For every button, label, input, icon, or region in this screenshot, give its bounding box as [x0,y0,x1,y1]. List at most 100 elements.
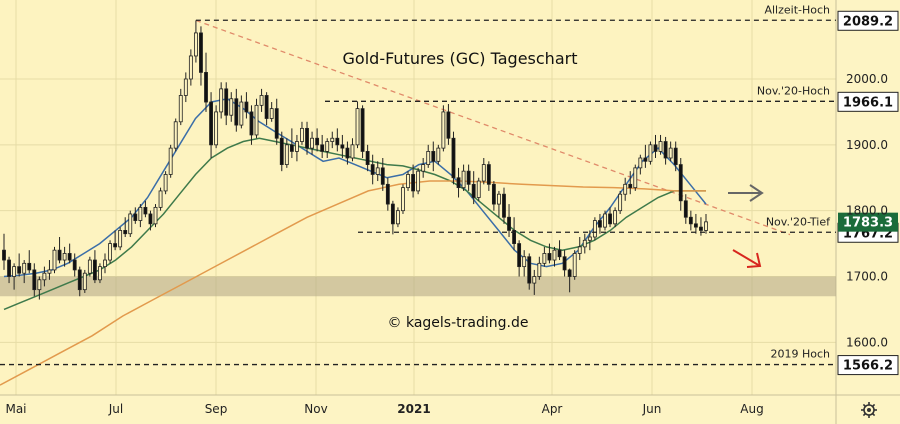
candle [401,187,405,212]
candle [295,141,299,152]
candle [673,147,678,165]
candle [481,164,486,182]
candle [199,32,203,73]
candle [385,183,390,205]
x-tick-label: Mai [5,402,26,416]
settings-gear-icon[interactable] [861,402,877,418]
candle [269,108,274,119]
candle [633,167,638,189]
candle [183,78,188,96]
candle [17,266,22,274]
candle [249,111,254,136]
candle [72,259,77,271]
ma-medium-line [3,137,706,311]
y-tick-label: 1600.0 [846,335,888,349]
candle [178,95,183,123]
candle [325,141,330,152]
candle [118,230,123,248]
candle [532,276,537,284]
candle [598,220,602,228]
candle [406,174,410,189]
y-tick-label: 1700.0 [846,270,888,284]
candle [380,167,385,185]
ma-slow-line [0,180,706,386]
candle [2,249,6,261]
candle [284,144,289,165]
x-tick-label: Apr [542,402,563,416]
candle [340,144,345,149]
candle [234,98,239,126]
candle [254,104,259,136]
candle [542,253,547,264]
candle [330,137,335,142]
sideways-arrow-head-icon [749,184,764,202]
x-tick-label: Jul [108,402,123,416]
candle [396,210,400,225]
candle [305,127,309,149]
candle [547,253,552,261]
candle [345,147,350,159]
candle [113,243,118,248]
candle [678,164,683,202]
candle [289,144,294,152]
level-price-label: 2089.2 [843,14,893,29]
candle [365,151,370,165]
chart-credit: © kagels-trading.de [388,315,529,331]
candle [628,183,633,189]
candle [57,249,62,261]
candle [320,144,325,152]
candle [426,151,431,165]
candle [491,183,496,205]
candle [264,95,269,119]
candle [279,137,284,165]
x-tick-label: Aug [740,402,763,416]
candle [471,183,476,198]
x-tick-label: Nov [304,402,327,416]
candle [623,183,628,195]
candle [214,111,219,146]
candle [517,243,522,268]
candle [133,213,138,221]
candle [158,190,163,208]
candle [507,216,511,231]
candle [618,193,623,212]
candle [411,174,415,192]
candle [42,272,47,281]
candle [128,213,133,235]
x-tick-label: Sep [205,402,228,416]
level-price-label: 1966.1 [843,95,893,110]
candle [138,206,143,221]
y-tick-label: 2000.0 [846,72,888,86]
x-tick-label: 2021 [397,402,430,416]
candle [693,223,698,228]
downtrend-line [195,19,791,236]
candle [668,147,673,159]
candle [456,177,461,189]
chart-title: Gold-Futures (GC) Tageschart [343,49,578,68]
level-annotation: Nov.'20-Tief [766,215,831,228]
candle [688,216,693,225]
candle [466,170,471,185]
candle [486,164,491,185]
candle [638,157,643,169]
candle [209,101,213,146]
candle [562,256,567,271]
candle [441,111,446,149]
y-tick-label: 1800.0 [846,204,888,218]
candle [98,266,102,281]
candle [497,193,501,205]
candle [87,259,92,274]
candle [587,236,592,241]
support-zone [0,276,836,297]
candle [658,141,663,152]
candle [67,253,72,261]
candle [592,220,597,238]
x-tick-label: Jun [642,402,662,416]
candle [229,98,234,116]
candle [699,226,703,231]
candle [446,111,451,139]
candle [370,164,375,175]
candle [567,269,572,277]
candle [224,88,229,116]
